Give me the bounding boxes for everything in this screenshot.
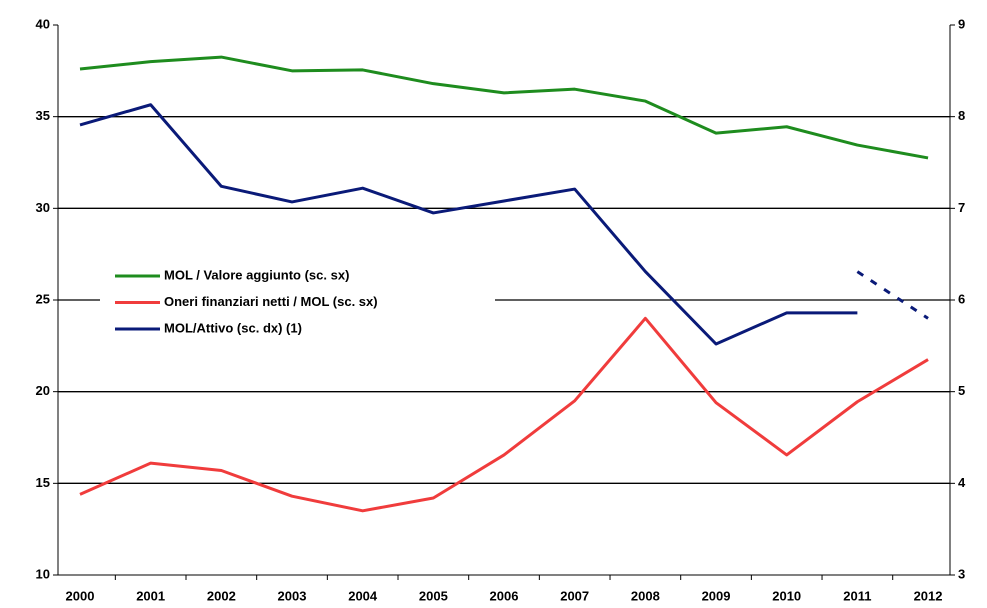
x-tick-label: 2002 (207, 588, 236, 603)
x-tick-label: 2003 (278, 588, 307, 603)
x-tick-label: 2000 (66, 588, 95, 603)
x-tick-label: 2012 (914, 588, 943, 603)
y2-tick-label: 8 (958, 108, 965, 123)
series-line (79, 55, 929, 160)
x-tick-label: 2004 (348, 588, 378, 603)
legend-label: Oneri finanziari netti / MOL (sc. sx) (164, 294, 378, 309)
y-tick-label: 15 (36, 475, 50, 490)
x-tick-label: 2007 (560, 588, 589, 603)
legend-label: MOL / Valore aggiunto (sc. sx) (164, 267, 349, 282)
x-tick-label: 2006 (490, 588, 519, 603)
y2-tick-label: 6 (958, 291, 965, 306)
x-tick-label: 2010 (772, 588, 801, 603)
y2-tick-label: 7 (958, 200, 965, 215)
y-tick-label: 25 (36, 291, 50, 306)
series-line (856, 270, 929, 320)
y-tick-label: 35 (36, 108, 50, 123)
x-tick-label: 2001 (136, 588, 165, 603)
x-tick-label: 2008 (631, 588, 660, 603)
y2-tick-label: 4 (958, 475, 966, 490)
series-line (79, 103, 858, 346)
y-tick-label: 20 (36, 383, 50, 398)
y-tick-label: 40 (36, 16, 50, 31)
series-line (79, 316, 929, 513)
x-tick-label: 2011 (843, 588, 871, 603)
y-tick-label: 30 (36, 200, 50, 215)
y2-tick-label: 9 (958, 16, 965, 31)
y-tick-label: 10 (36, 566, 50, 581)
x-tick-label: 2005 (419, 588, 448, 603)
legend-box (100, 262, 495, 346)
legend-label: MOL/Attivo (sc. dx) (1) (164, 320, 302, 335)
y2-tick-label: 5 (958, 383, 965, 398)
y2-tick-label: 3 (958, 566, 965, 581)
x-tick-label: 2009 (702, 588, 731, 603)
